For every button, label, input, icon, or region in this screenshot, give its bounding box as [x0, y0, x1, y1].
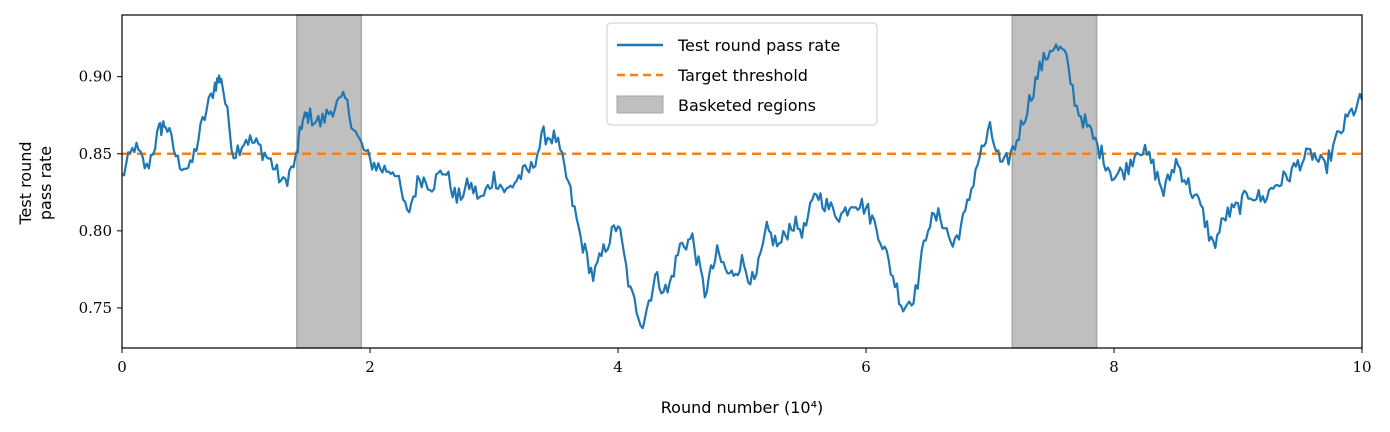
x-tick-label: 10 — [1352, 358, 1371, 376]
y-tick-label: 0.85 — [79, 145, 112, 163]
y-axis-label-line-2: pass rate — [36, 146, 55, 220]
x-tick-label: 0 — [117, 358, 127, 376]
x-axis-label: Round number (10⁴) — [661, 398, 824, 417]
basketed-region-1 — [296, 14, 363, 349]
y-axis-ticks: 0.75 0.80 0.85 0.90 — [79, 68, 122, 317]
y-axis-label-line-1: Test round — [16, 141, 35, 225]
legend: Test round pass rate Target threshold Ba… — [606, 22, 878, 126]
x-tick-label: 6 — [861, 358, 871, 376]
y-tick-label: 0.75 — [79, 299, 112, 317]
legend-label-basketed: Basketed regions — [678, 96, 816, 115]
legend-label-threshold: Target threshold — [677, 66, 808, 85]
shaded-regions — [296, 14, 1098, 349]
basketed-region-2 — [1011, 14, 1098, 349]
series-line-layer — [121, 43, 1364, 330]
legend-swatch-basketed — [616, 95, 664, 114]
legend-label-pass-rate: Test round pass rate — [677, 36, 840, 55]
x-axis-ticks: 0 2 4 6 8 10 — [117, 348, 1372, 376]
legend-box — [606, 22, 878, 126]
x-tick-label: 2 — [365, 358, 375, 376]
series-line-pass-rate — [121, 43, 1364, 330]
x-tick-label: 4 — [613, 358, 623, 376]
x-tick-label: 8 — [1109, 358, 1119, 376]
y-tick-label: 0.80 — [79, 222, 112, 240]
y-tick-label: 0.90 — [79, 68, 112, 86]
plot-frame — [121, 14, 1363, 349]
